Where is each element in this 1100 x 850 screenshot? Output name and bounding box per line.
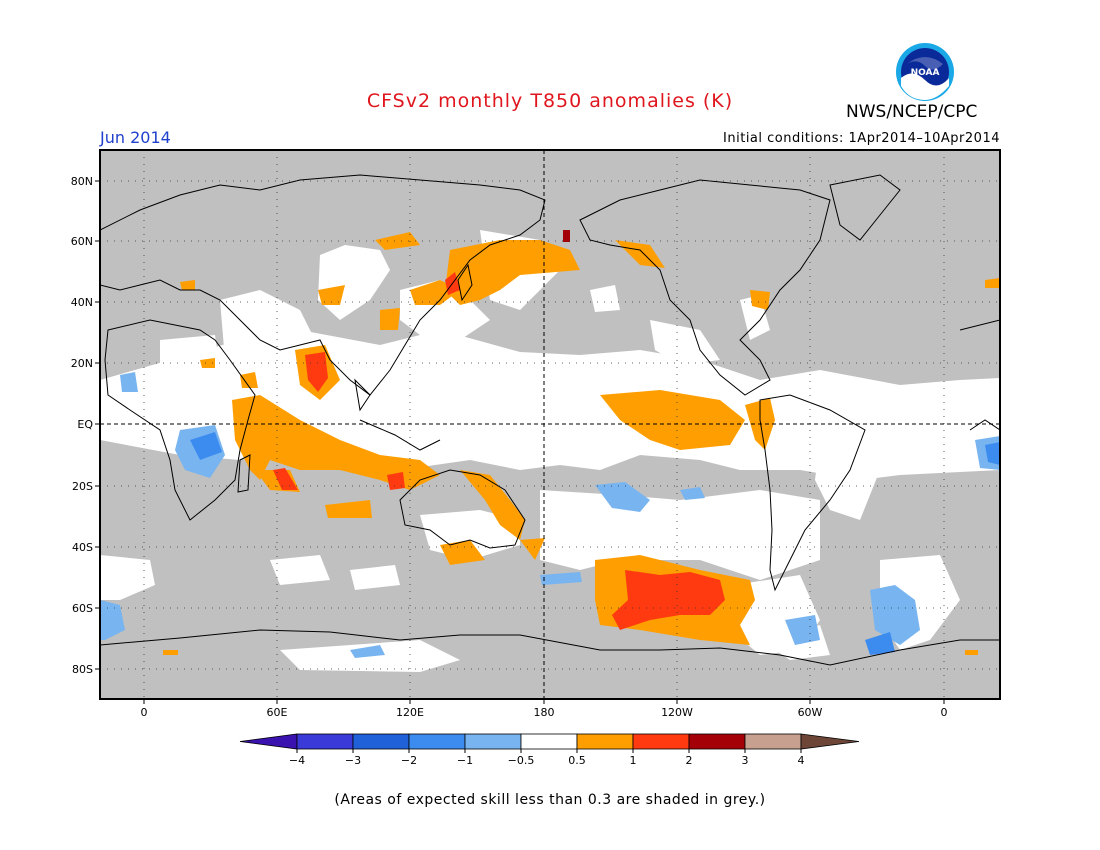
lat-label: 60N — [71, 235, 93, 248]
colorbar-swatch — [520, 733, 578, 750]
lon-label: 60E — [267, 706, 288, 719]
colorbar-swatch — [576, 733, 634, 750]
colorbar-swatch — [632, 733, 690, 750]
skill-note: (Areas of expected skill less than 0.3 a… — [334, 792, 766, 808]
lon-label: 60W — [798, 706, 823, 719]
colorbar-label: 2 — [686, 754, 693, 767]
lat-label: 80N — [71, 175, 93, 188]
lon-label: 180 — [534, 706, 555, 719]
lat-label: 60S — [72, 602, 93, 615]
lat-label: EQ — [77, 418, 93, 431]
initial-conditions-label: Initial conditions: 1Apr2014–10Apr2014 — [723, 131, 1000, 146]
colorbar-swatch — [744, 733, 802, 750]
lon-label: 0 — [141, 706, 148, 719]
logo-text: NOAA — [911, 68, 940, 78]
colorbar-label: −2 — [401, 754, 417, 767]
lat-label: 80S — [72, 663, 93, 676]
colorbar-end-low — [239, 733, 298, 750]
noaa-logo: NOAA — [896, 43, 954, 101]
positive-anomaly-red — [273, 272, 725, 630]
latitude-labels: 80N 60N 40N 20N EQ 20S 40S 60S 80S — [71, 175, 100, 676]
colorbar-label: −3 — [345, 754, 361, 767]
colorbar-swatch — [296, 733, 354, 750]
colorbar: −4 −3 −2 −1 −0.5 0.5 1 2 3 4 — [239, 733, 860, 767]
colorbar-label: 1 — [630, 754, 637, 767]
colorbar-swatch — [688, 733, 746, 750]
org-label: NWS/NCEP/CPC — [846, 102, 978, 122]
colorbar-label: 3 — [742, 754, 749, 767]
lat-label: 20N — [71, 357, 93, 370]
coastlines — [100, 174, 1000, 666]
colorbar-label: −1 — [457, 754, 473, 767]
lat-label: 40N — [71, 296, 93, 309]
lon-label: 120E — [396, 706, 424, 719]
lat-label: 40S — [72, 541, 93, 554]
lon-label: 120W — [661, 706, 693, 719]
colorbar-label: 4 — [798, 754, 805, 767]
lon-label: 0 — [941, 706, 948, 719]
map-plot-area — [100, 150, 1000, 699]
positive-anomaly-dark-red — [563, 230, 570, 242]
colorbar-label: −4 — [289, 754, 305, 767]
colorbar-swatch — [352, 733, 410, 750]
negative-anomaly-dark — [190, 432, 1000, 655]
colorbar-swatch — [464, 733, 522, 750]
colorbar-end-high — [800, 733, 860, 750]
month-label: Jun 2014 — [100, 128, 171, 147]
colorbar-label: −0.5 — [508, 754, 535, 767]
longitude-labels: 0 60E 120E 180 120W 60W 0 — [141, 699, 948, 719]
colorbar-swatch — [408, 733, 466, 750]
map-title: CFSv2 monthly T850 anomalies (K) — [366, 90, 734, 112]
colorbar-label: 0.5 — [568, 754, 586, 767]
lat-label: 20S — [72, 480, 93, 493]
